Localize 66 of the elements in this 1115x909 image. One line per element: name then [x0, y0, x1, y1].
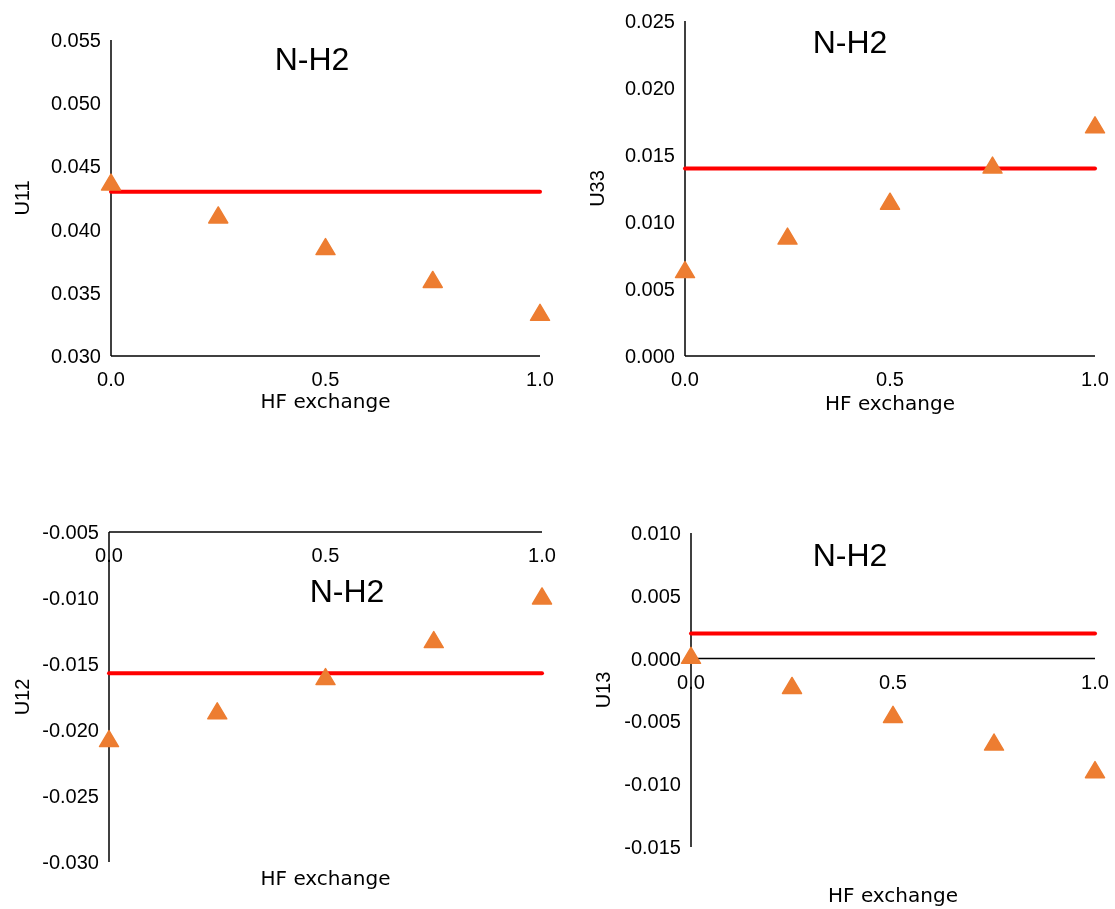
point — [982, 156, 1003, 174]
y-tick-label: -0.005 — [624, 710, 681, 733]
point — [1084, 116, 1106, 134]
y-tick-label: 0.045 — [50, 155, 101, 178]
y-tick-label: 0.010 — [624, 211, 675, 233]
y-tick-label: 0.000 — [624, 345, 675, 367]
point — [207, 702, 228, 720]
text: N-H2 — [309, 573, 385, 609]
point — [983, 733, 1005, 751]
point — [1084, 760, 1106, 779]
point — [98, 729, 120, 748]
y-tick-label: 0.005 — [624, 278, 675, 300]
point — [777, 227, 798, 245]
y-tick-label: 0.025 — [624, 10, 675, 32]
y-tick-label: -0.015 — [624, 836, 681, 858]
x-axis-title: HF exchange — [825, 391, 955, 415]
y-tick-label: 0.050 — [50, 92, 101, 115]
y-tick-label: 0.055 — [50, 29, 101, 51]
chart-title: N-H2 — [812, 24, 888, 60]
y-axis-title: U12 — [11, 678, 33, 716]
x-tick-label: 1.0 — [528, 544, 556, 566]
point — [680, 646, 702, 665]
x-tick-label: 0.5 — [311, 544, 340, 566]
point — [529, 303, 551, 322]
y-tick-label: 0.015 — [624, 144, 675, 166]
y-tick-label: 0.000 — [630, 647, 681, 670]
x-axis-title: HF exchange — [828, 883, 958, 907]
point — [315, 237, 336, 256]
x-tick-label: 1.0 — [526, 368, 554, 390]
y-tick-label: 0.005 — [630, 584, 681, 607]
point — [100, 173, 122, 191]
point — [422, 270, 443, 289]
point — [879, 192, 901, 210]
y-tick-label: -0.010 — [42, 587, 99, 609]
point — [531, 587, 553, 605]
x-tick-label: 0.0 — [671, 368, 699, 390]
x-axis-title: HF exchange — [260, 389, 391, 413]
y-tick-label: 0.035 — [50, 281, 101, 304]
point — [315, 667, 336, 686]
x-axis-title: HF exchange — [260, 866, 391, 890]
y-axis-title: U11 — [11, 180, 33, 216]
x-tick-label: 0.0 — [97, 368, 125, 390]
point — [208, 206, 229, 224]
y-tick-label: -0.005 — [42, 521, 99, 543]
chart-title: N-H2 — [274, 41, 350, 77]
y-axis-title: U33 — [586, 170, 608, 207]
y-tick-label: -0.015 — [42, 653, 99, 675]
y-tick-label: -0.025 — [42, 785, 99, 807]
x-tick-label: 1.0 — [1081, 670, 1109, 693]
y-tick-label: -0.020 — [42, 719, 99, 741]
point — [781, 676, 803, 695]
y-tick-label: 0.020 — [624, 77, 675, 99]
x-tick-label: 0.5 — [879, 670, 907, 693]
point — [674, 260, 696, 279]
y-tick-label: 0.040 — [50, 218, 101, 241]
x-tick-label: 0.5 — [311, 368, 340, 390]
y-tick-label: 0.010 — [630, 522, 681, 544]
x-tick-label: 0.5 — [876, 368, 904, 390]
point — [882, 705, 904, 724]
x-tick-label: 1.0 — [1081, 368, 1109, 390]
y-tick-label: -0.010 — [624, 773, 681, 796]
y-tick-label: -0.030 — [42, 851, 99, 873]
point — [423, 630, 444, 649]
y-tick-label: 0.030 — [50, 345, 101, 367]
y-axis-title: U13 — [592, 671, 614, 709]
chart-title: N-H2 — [812, 537, 888, 573]
